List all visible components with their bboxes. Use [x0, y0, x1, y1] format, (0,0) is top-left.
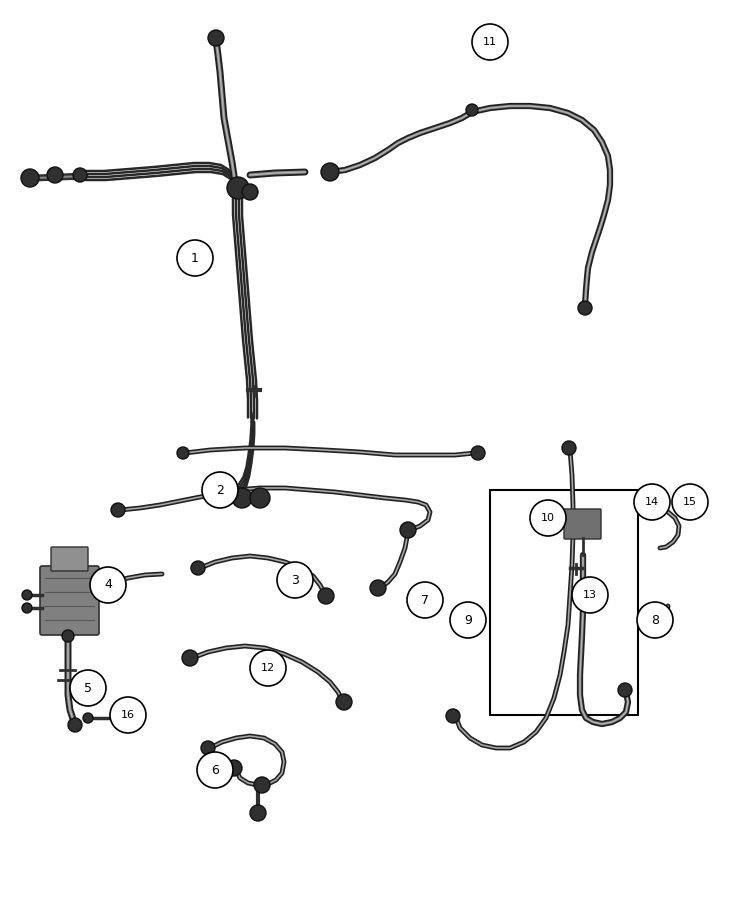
Circle shape	[336, 694, 352, 710]
FancyBboxPatch shape	[51, 547, 88, 571]
Circle shape	[226, 760, 242, 776]
Circle shape	[232, 488, 252, 508]
Circle shape	[227, 177, 249, 199]
Circle shape	[90, 567, 126, 603]
Circle shape	[618, 683, 632, 697]
Circle shape	[62, 630, 74, 642]
Circle shape	[250, 805, 266, 821]
Circle shape	[21, 169, 39, 187]
Circle shape	[400, 522, 416, 538]
Text: 12: 12	[261, 663, 275, 673]
Circle shape	[562, 441, 576, 455]
Text: 11: 11	[483, 37, 497, 47]
Circle shape	[637, 602, 673, 638]
Circle shape	[321, 163, 339, 181]
Text: 2: 2	[216, 483, 224, 497]
Circle shape	[182, 650, 198, 666]
Text: 5: 5	[84, 681, 92, 695]
Text: 15: 15	[683, 497, 697, 507]
Circle shape	[83, 713, 93, 723]
Circle shape	[472, 24, 508, 60]
Text: 7: 7	[421, 593, 429, 607]
Circle shape	[177, 240, 213, 276]
Circle shape	[47, 167, 63, 183]
Circle shape	[641, 613, 651, 623]
Circle shape	[250, 488, 270, 508]
Circle shape	[22, 590, 32, 600]
Circle shape	[73, 168, 87, 182]
Text: 8: 8	[651, 614, 659, 626]
Circle shape	[446, 709, 460, 723]
Circle shape	[466, 104, 478, 116]
Circle shape	[201, 741, 215, 755]
Circle shape	[254, 777, 270, 793]
Circle shape	[407, 582, 443, 618]
Circle shape	[70, 670, 106, 706]
Text: 13: 13	[583, 590, 597, 600]
Text: 14: 14	[645, 497, 659, 507]
Text: 4: 4	[104, 579, 112, 591]
Circle shape	[191, 561, 205, 575]
FancyBboxPatch shape	[40, 566, 99, 635]
Circle shape	[197, 752, 233, 788]
Circle shape	[277, 562, 313, 598]
Circle shape	[318, 588, 334, 604]
Circle shape	[68, 718, 82, 732]
Circle shape	[370, 580, 386, 596]
Circle shape	[672, 484, 708, 520]
Circle shape	[634, 484, 670, 520]
Circle shape	[530, 500, 566, 536]
Text: 1: 1	[191, 251, 199, 265]
Circle shape	[572, 577, 608, 613]
Text: 10: 10	[541, 513, 555, 523]
FancyBboxPatch shape	[564, 509, 601, 539]
Text: 3: 3	[291, 573, 299, 587]
Text: 16: 16	[121, 710, 135, 720]
Circle shape	[22, 603, 32, 613]
Circle shape	[578, 301, 592, 315]
Circle shape	[202, 472, 238, 508]
Circle shape	[653, 503, 663, 513]
Circle shape	[177, 447, 189, 459]
Circle shape	[694, 506, 702, 514]
Circle shape	[110, 697, 146, 733]
Circle shape	[242, 184, 258, 200]
Circle shape	[111, 503, 125, 517]
Circle shape	[250, 650, 286, 686]
Text: 9: 9	[464, 614, 472, 626]
Bar	[490, 490, 638, 715]
Circle shape	[450, 602, 486, 638]
Circle shape	[471, 446, 485, 460]
Circle shape	[208, 30, 224, 46]
Text: 6: 6	[211, 763, 219, 777]
